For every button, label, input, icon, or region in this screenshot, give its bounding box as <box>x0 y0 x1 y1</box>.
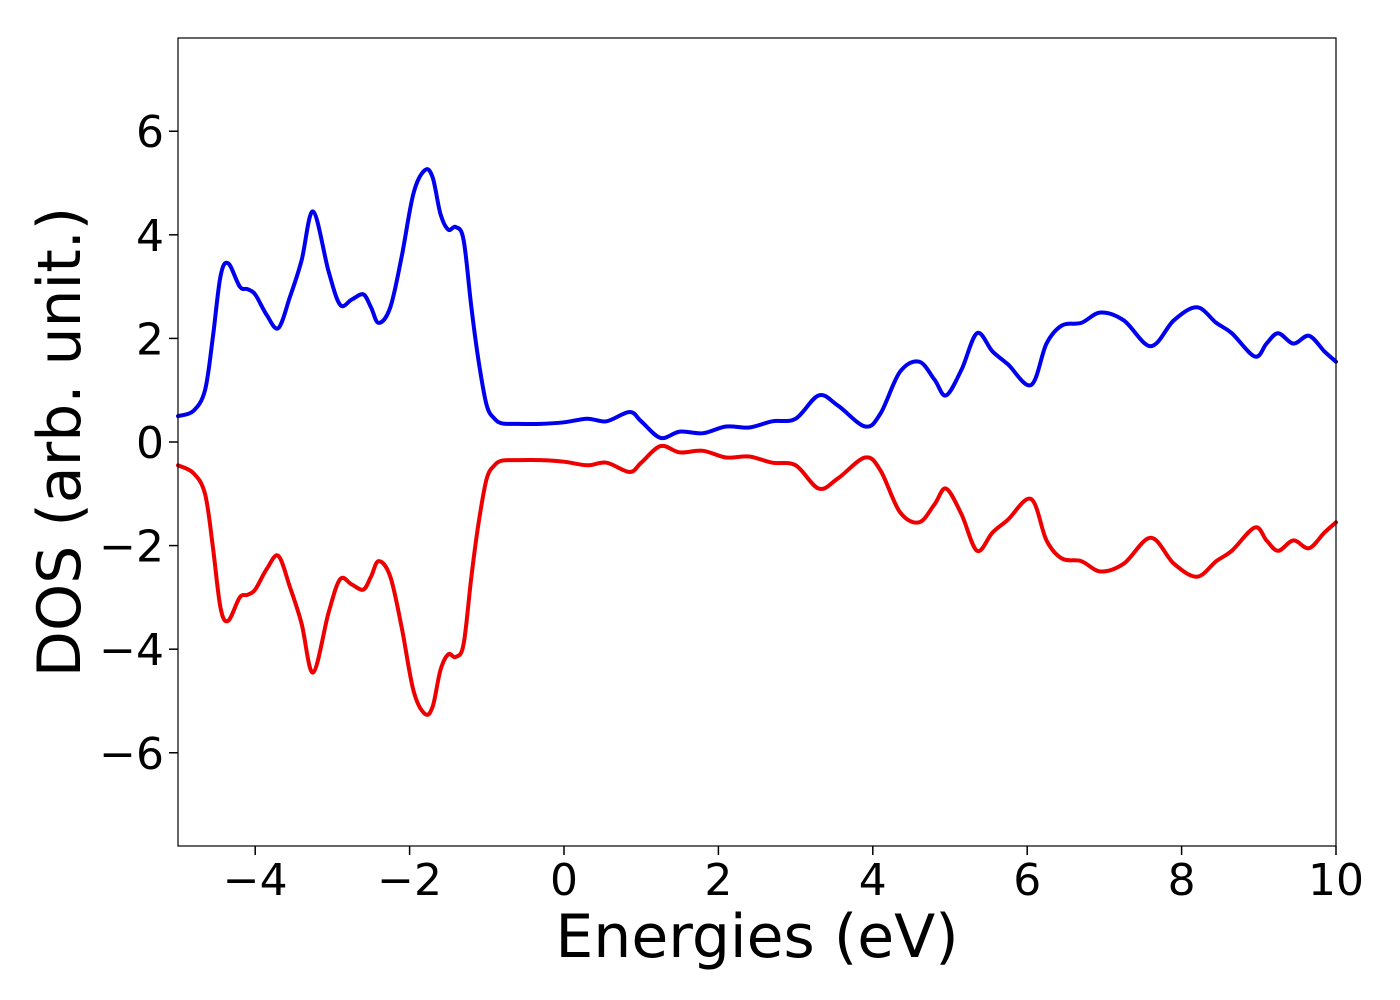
y-tick-label: 6 <box>136 107 164 158</box>
y-axis-ticks: −6 −4 −2 0 2 4 6 <box>99 107 178 780</box>
y-tick-label: −4 <box>99 625 164 676</box>
y-tick-label: 4 <box>136 211 164 262</box>
plot-lines <box>176 167 1338 717</box>
y-axis-title: DOS (arb. unit.) <box>25 207 95 677</box>
y-tick-label: 0 <box>136 418 164 469</box>
x-tick-label: 6 <box>1013 855 1041 906</box>
y-tick-label: 2 <box>136 314 164 365</box>
x-tick-label: 2 <box>704 855 732 906</box>
x-tick-label: −4 <box>223 855 288 906</box>
series-line-1 <box>176 167 1338 441</box>
x-tick-label: 4 <box>859 855 887 906</box>
y-tick-label: −6 <box>99 729 164 780</box>
y-tick-label: −2 <box>99 522 164 573</box>
x-axis-title: Energies (eV) <box>555 902 958 972</box>
plot-frame <box>177 37 1337 847</box>
x-tick-label: 8 <box>1168 855 1196 906</box>
x-axis-ticks: −4 −2 0 2 4 6 8 10 <box>223 846 1364 906</box>
series-line-2 <box>176 443 1338 717</box>
x-tick-label: 0 <box>550 855 578 906</box>
x-tick-label: −2 <box>377 855 442 906</box>
x-tick-label: 10 <box>1308 855 1364 906</box>
